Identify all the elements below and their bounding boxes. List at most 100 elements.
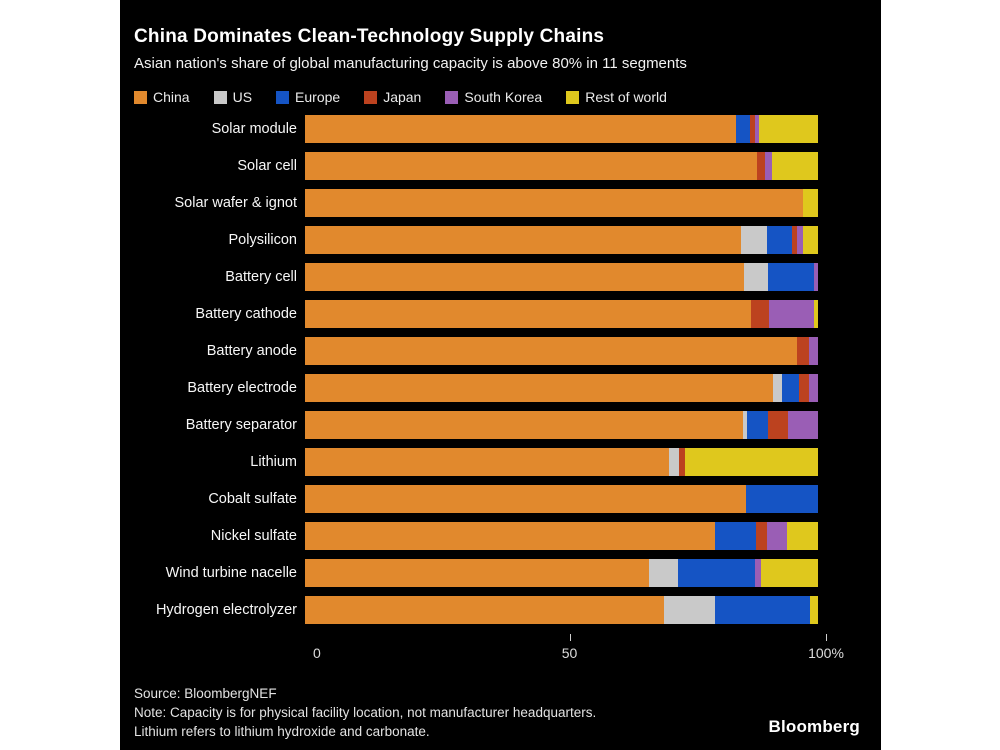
bar-track (305, 152, 818, 180)
bar-row-battery-cathode: Battery cathode (120, 300, 881, 328)
bar-segment-japan (679, 448, 685, 476)
bar-segment-europe (782, 374, 799, 402)
legend-swatch-south-korea (445, 90, 459, 104)
bar-row-solar-module: Solar module (120, 115, 881, 143)
legend-swatch-china (134, 90, 147, 104)
axis-tick-label: 100% (808, 645, 844, 661)
bar-segment-europe (767, 263, 814, 291)
bar-segment-south-korea (754, 115, 759, 143)
legend-label: China (153, 89, 190, 105)
legend-label: Japan (383, 89, 422, 105)
bar-segment-china (305, 300, 752, 328)
category-label: Nickel sulfate (210, 528, 297, 544)
chart-panel: China Dominates Clean-Technology Supply … (120, 0, 881, 750)
bar-segment-rest-of-world (810, 596, 818, 624)
bar-segment-japan (757, 152, 765, 180)
chart-title: China Dominates Clean-Technology Supply … (134, 26, 605, 47)
legend-label: US (232, 89, 253, 105)
category-label: Solar module (211, 121, 297, 137)
legend-item-japan: Japan (364, 89, 421, 105)
bar-segment-south-korea (813, 263, 818, 291)
bar-segment-rest-of-world (802, 189, 818, 217)
bar-track (305, 596, 818, 624)
bar-segment-china (305, 485, 747, 513)
category-label: Battery cell (225, 269, 297, 285)
bar-row-solar-cell: Solar cell (120, 152, 881, 180)
legend: China US Europe Japan South Korea Rest of wor… (120, 72, 881, 105)
category-label: Solar cell (237, 158, 297, 174)
bar-row-battery-cell: Battery cell (120, 263, 881, 291)
bar-segment-europe (746, 485, 818, 513)
bar-segment-us (743, 263, 768, 291)
bar-segment-china (305, 448, 670, 476)
bar-segment-japan (751, 300, 769, 328)
bar-segment-china (305, 374, 773, 402)
bloomberg-logo: Bloomberg (768, 717, 860, 736)
axis-tick-mark (826, 634, 827, 641)
bar-segment-china (305, 411, 744, 439)
source-note: Source: BloombergNEF (134, 686, 277, 701)
bar-row-battery-anode: Battery anode (120, 337, 881, 365)
category-label: Battery anode (206, 343, 297, 359)
bar-segment-rest-of-world (760, 559, 818, 587)
category-label: Lithium (250, 454, 297, 470)
bar-track (305, 226, 818, 254)
bar-segment-rest-of-world (771, 152, 818, 180)
bar-segment-europe (735, 115, 750, 143)
bar-segment-europe (678, 559, 756, 587)
bar-segment-us (772, 374, 783, 402)
bar-segment-us (664, 596, 716, 624)
bar-segment-china (305, 115, 736, 143)
bar-segment-south-korea (808, 337, 818, 365)
axis-tick-label: 50 (561, 645, 578, 661)
category-label: Solar wafer & ignot (174, 195, 297, 211)
bar-row-polysilicon: Polysilicon (120, 226, 881, 254)
bar-segment-us (669, 448, 680, 476)
bar-track (305, 263, 818, 291)
bar-segment-china (305, 559, 649, 587)
bar-row-battery-electrode: Battery electrode (120, 374, 881, 402)
legend-swatch-rest-of-world (566, 90, 580, 104)
bar-segment-south-korea (755, 559, 761, 587)
bar-row-lithium: Lithium (120, 448, 881, 476)
bar-track (305, 337, 818, 365)
legend-swatch-us (213, 90, 227, 104)
legend-item-rest-of-world: Rest of world (566, 89, 667, 105)
bar-segment-us (743, 411, 748, 439)
bar-segment-rest-of-world (684, 448, 818, 476)
bar-track (305, 448, 818, 476)
bar-track (305, 374, 818, 402)
bar-segment-japan (792, 226, 798, 254)
bar-track (305, 411, 818, 439)
bar-segment-rest-of-world (758, 115, 818, 143)
bar-segment-rest-of-world (813, 300, 818, 328)
category-label: Polysilicon (228, 232, 298, 248)
category-label: Battery cathode (195, 306, 297, 322)
bar-row-wind-turbine-nacelle: Wind turbine nacelle (120, 559, 881, 587)
bar-row-cobalt-sulfate: Cobalt sulfate (120, 485, 881, 513)
bar-segment-europe (715, 596, 811, 624)
bar-track (305, 485, 818, 513)
bar-segment-rest-of-world (787, 522, 818, 550)
bar-segment-rest-of-world (802, 226, 818, 254)
bar-segment-china (305, 189, 803, 217)
axis-tick-label: 0 (313, 645, 321, 661)
category-label: Wind turbine nacelle (165, 565, 297, 581)
legend-item-europe: Europe (276, 89, 340, 105)
bar-track (305, 522, 818, 550)
axis-tick-mark (569, 634, 571, 641)
category-label: Hydrogen electrolyzer (155, 602, 297, 618)
bar-segment-us (741, 226, 767, 254)
legend-item-us: US (213, 89, 253, 105)
bar-segment-japan (768, 411, 789, 439)
bar-row-hydrogen-electrolyzer: Hydrogen electrolyzer (120, 596, 881, 624)
note-line-1: Note: Capacity is for physical facility … (134, 705, 597, 720)
bar-segment-south-korea (788, 411, 818, 439)
bar-segment-china (305, 596, 665, 624)
bar-segment-japan (756, 522, 767, 550)
bar-track (305, 189, 818, 217)
legend-label: Rest of world (585, 89, 667, 105)
category-label: Cobalt sulfate (208, 491, 297, 507)
bar-segment-china (305, 263, 744, 291)
legend-item-south-korea: South Korea (445, 89, 542, 105)
